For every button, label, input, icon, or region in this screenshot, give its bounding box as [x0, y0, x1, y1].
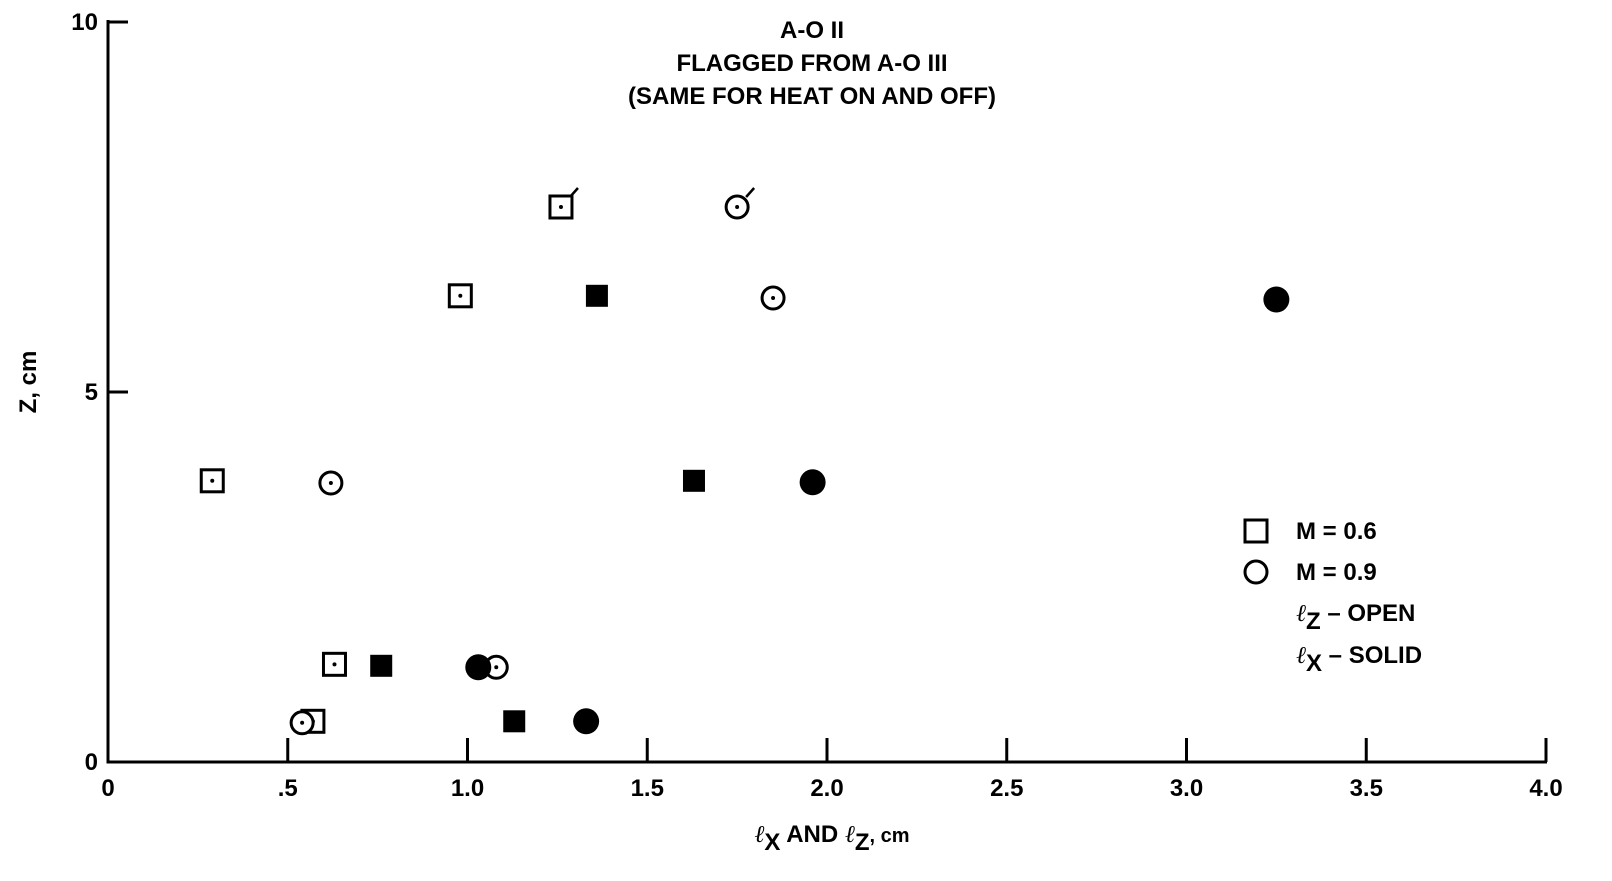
filled-circle-marker	[1263, 286, 1290, 313]
flag-mark	[569, 187, 579, 198]
filled-square-marker	[585, 284, 608, 307]
chart-title-line: FLAGGED FROM A-O III	[676, 50, 947, 77]
y-tick-label: 10	[71, 9, 98, 36]
x-tick-label: .5	[278, 775, 298, 802]
ell-symbol: ℓ	[1296, 641, 1306, 669]
x-tick-label: 1.5	[631, 775, 664, 802]
marker-dot	[458, 293, 463, 298]
x-tick-label: 2.5	[990, 775, 1023, 802]
filled-circle-marker	[573, 708, 600, 735]
legend-entry: ℓZ – OPEN	[1296, 599, 1415, 635]
x-tick-label: 3.0	[1170, 775, 1203, 802]
filled-circle-marker	[465, 654, 492, 681]
x-tick-label: 3.5	[1350, 775, 1383, 802]
legend-square-icon	[1243, 518, 1269, 544]
legend-circle-icon	[1243, 559, 1269, 585]
subscript-z: Z	[855, 829, 870, 856]
filled-circle-marker	[799, 469, 826, 496]
chart-title-line: (SAME FOR HEAT ON AND OFF)	[628, 83, 996, 110]
marker-dot	[328, 481, 333, 486]
legend-entry: M = 0.9	[1296, 559, 1377, 586]
subscript-x: X	[764, 829, 780, 856]
x-tick-label: 0	[101, 775, 114, 802]
y-tick-label: 0	[85, 749, 98, 776]
ell-symbol: ℓ	[754, 820, 764, 848]
ell-symbol: ℓ	[845, 820, 855, 848]
filled-square-marker	[682, 469, 705, 492]
legend-entry: ℓX – SOLID	[1296, 641, 1422, 677]
x-tick-label: 2.0	[810, 775, 843, 802]
legend-entry: M = 0.6	[1296, 518, 1377, 545]
x-tick-label: 4.0	[1529, 775, 1562, 802]
axis-label-unit: , cm	[870, 825, 910, 847]
marker-dot	[300, 720, 305, 725]
marker-dot	[210, 478, 215, 483]
flag-mark	[745, 187, 756, 198]
y-tick-label: 5	[85, 379, 98, 406]
chart-title-line: A-O II	[780, 17, 844, 44]
y-axis-label: Z, cm	[15, 351, 42, 414]
x-axis-label: ℓX AND ℓZ, cm	[754, 820, 909, 856]
legend-entry-text: – OPEN	[1321, 600, 1416, 627]
marker-dot	[332, 662, 337, 667]
marker-dot	[771, 296, 776, 301]
filled-square-marker	[503, 710, 526, 733]
x-tick-label: 1.0	[451, 775, 484, 802]
legend-subscript: Z	[1306, 608, 1321, 635]
axis-label-text: AND	[780, 821, 844, 848]
marker-dot	[735, 205, 740, 209]
ell-symbol: ℓ	[1296, 599, 1306, 627]
filled-square-marker	[370, 654, 393, 677]
marker-dot	[494, 665, 499, 670]
marker-dot	[558, 205, 563, 209]
legend-subscript: X	[1306, 650, 1322, 677]
legend-entry-text: – SOLID	[1322, 642, 1422, 669]
